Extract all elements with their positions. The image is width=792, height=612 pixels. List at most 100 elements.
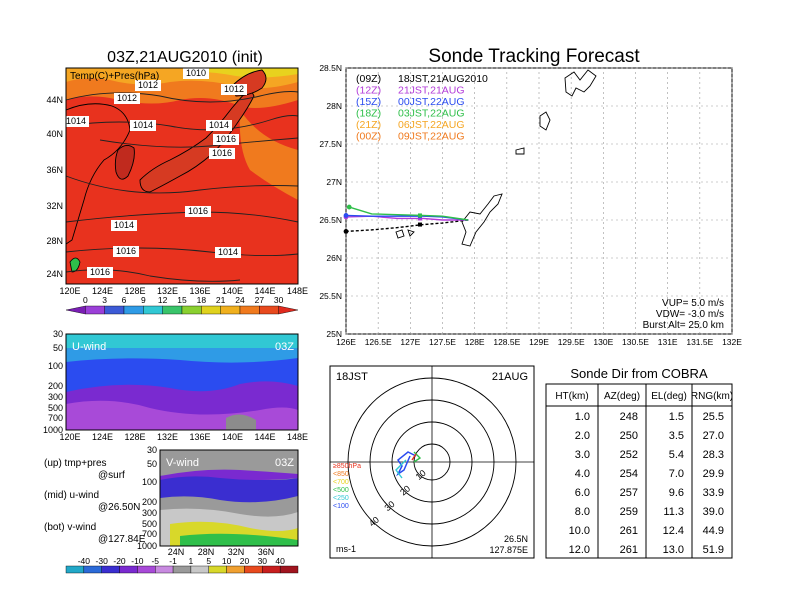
table-cell: 5.4 — [669, 449, 684, 461]
uwind-lon-axis: 120E 124E 128E 132E 136E 140E 144E 148E — [59, 432, 308, 442]
wind-colorbar-tick: -1 — [169, 556, 177, 566]
vwind-lower-green — [180, 533, 298, 546]
temp-colorbar-cell — [85, 305, 105, 315]
map-lat-tick: 36N — [46, 165, 63, 175]
wind-colorbar-tick: 20 — [240, 556, 250, 566]
polar-lon: 127.875E — [489, 545, 528, 555]
legend-time: 09JST,22AUG — [398, 131, 465, 143]
uwind-lon-tick: 148E — [287, 432, 308, 442]
wind-colorbar-tick: 10 — [222, 556, 232, 566]
table-header: EL(deg) — [651, 391, 687, 402]
isobar-label-bg — [206, 120, 232, 131]
wind-colorbar-tick: -10 — [131, 556, 144, 566]
table-cell: 12.4 — [663, 525, 684, 537]
isobar-label: 1010 — [183, 68, 209, 79]
legend-time: 06JST,22AUG — [398, 119, 465, 131]
legend-id: (15Z) — [356, 96, 381, 108]
isobar-label: 1012 — [221, 84, 247, 95]
tracking-y-tick: 28N — [326, 101, 342, 111]
polar-hodograph-cyan — [395, 459, 407, 479]
wind-colorbar-cell — [262, 565, 281, 574]
map-japan — [139, 87, 255, 193]
polar-legend-entry: <250 — [333, 495, 349, 502]
wind-colorbar-cell — [226, 565, 245, 574]
table-cell: 12.0 — [569, 544, 590, 556]
isobar-label-text: 1016 — [216, 134, 236, 144]
isobar-label: 1016 — [185, 206, 211, 217]
tracking-title: Sonde Tracking Forecast — [428, 46, 640, 67]
temp-colorbar-tick: 27 — [255, 295, 265, 305]
isobar-label-text: 1012 — [224, 84, 244, 94]
temp-colorbar-tick: 24 — [235, 295, 245, 305]
isobar-label-text: 1014 — [114, 220, 134, 230]
track-marker — [417, 216, 422, 221]
uwind-pressure-tick: 100 — [48, 361, 63, 371]
temp-colorbar-tick: 0 — [83, 295, 88, 305]
temp-colorbar-cell — [181, 305, 202, 315]
isobar-label: 1016 — [87, 267, 113, 278]
table-cell: 3.5 — [669, 430, 684, 442]
table-header: HT(km) — [555, 391, 588, 402]
temp-colorbar-cell — [201, 305, 221, 315]
island-west — [395, 229, 405, 239]
tracking-x-tick: 129E — [529, 337, 549, 347]
tracking-x-tick: 126E — [336, 337, 356, 347]
isobar-label-text: 1014 — [209, 120, 229, 130]
vwind-lat-axis: 24N 28N 32N 36N — [168, 547, 275, 557]
temp-colorbar-cell — [143, 305, 163, 315]
wind-colorbar-tick: -40 — [78, 556, 91, 566]
table-header: AZ(deg) — [604, 391, 640, 402]
vwind-lat-tick: 28N — [198, 547, 215, 557]
uwind-lon-tick: 140E — [222, 432, 243, 442]
map-lat-tick: 44N — [46, 95, 63, 105]
legend-id: (12Z) — [356, 85, 381, 97]
map-lon-tick: 128E — [124, 286, 145, 296]
legend-time: 03JST,22AUG — [398, 108, 465, 120]
table-cell: 28.3 — [703, 449, 724, 461]
table-cell: 9.6 — [669, 487, 684, 499]
table-cell: 261 — [620, 525, 638, 537]
island-north-small — [539, 111, 551, 131]
wind-colorbar-tick: 5 — [206, 556, 211, 566]
wind-colorbar-cell — [279, 565, 299, 574]
temp-colorbar-tick: 15 — [177, 295, 187, 305]
temp-colorbar-cell — [239, 305, 260, 315]
note-location: @surf — [98, 470, 125, 481]
polar-hodograph-red — [411, 453, 417, 461]
polar-ring-label: 40 — [367, 514, 381, 528]
legend-id: (00Z) — [356, 131, 381, 143]
table-cell: 8.0 — [575, 506, 590, 518]
isobar-label: 1016 — [209, 148, 235, 159]
vwind-core-edge — [160, 469, 298, 480]
vwind-core — [160, 474, 298, 503]
isobar-label-bg — [130, 120, 156, 131]
vwind-pressure-tick: 200 — [142, 497, 157, 507]
tracking-grid — [345, 67, 733, 335]
polar-pressure-legend: ≥850hPa<850<700<500<250<100 — [333, 463, 361, 510]
wind-colorbar-tick: 1 — [189, 556, 194, 566]
track-endpoint — [343, 213, 349, 218]
map-taiwan — [69, 257, 81, 273]
isobar-label: 1014 — [63, 116, 89, 127]
track-marker — [417, 213, 422, 218]
note-location: @26.50N — [98, 502, 140, 513]
vwind-time: 03Z — [275, 457, 294, 469]
legend-id: (09Z) — [356, 73, 381, 85]
island-islet — [515, 147, 525, 155]
tracking-x-tick: 128E — [465, 337, 485, 347]
wind-colorbar-tick: -30 — [96, 556, 109, 566]
table-cell: 257 — [620, 487, 638, 499]
table-row: 12.0 261 13.0 51.9 — [569, 544, 724, 556]
table-cell: 7.0 — [669, 468, 684, 480]
wind-colorbar-cell — [155, 565, 174, 574]
island-west-2 — [407, 229, 415, 237]
vwind-pressure-tick: 100 — [142, 477, 157, 487]
map-title: 03Z,21AUG2010 (init) — [107, 49, 263, 66]
sonde-table: HT(km) AZ(deg) EL(deg) RNG(km) 1.0 248 1.5 25.5… — [545, 383, 733, 559]
track-marker — [417, 222, 422, 227]
uwind-pressure-tick: 200 — [48, 381, 63, 391]
wind-colorbar-cell — [190, 565, 209, 574]
